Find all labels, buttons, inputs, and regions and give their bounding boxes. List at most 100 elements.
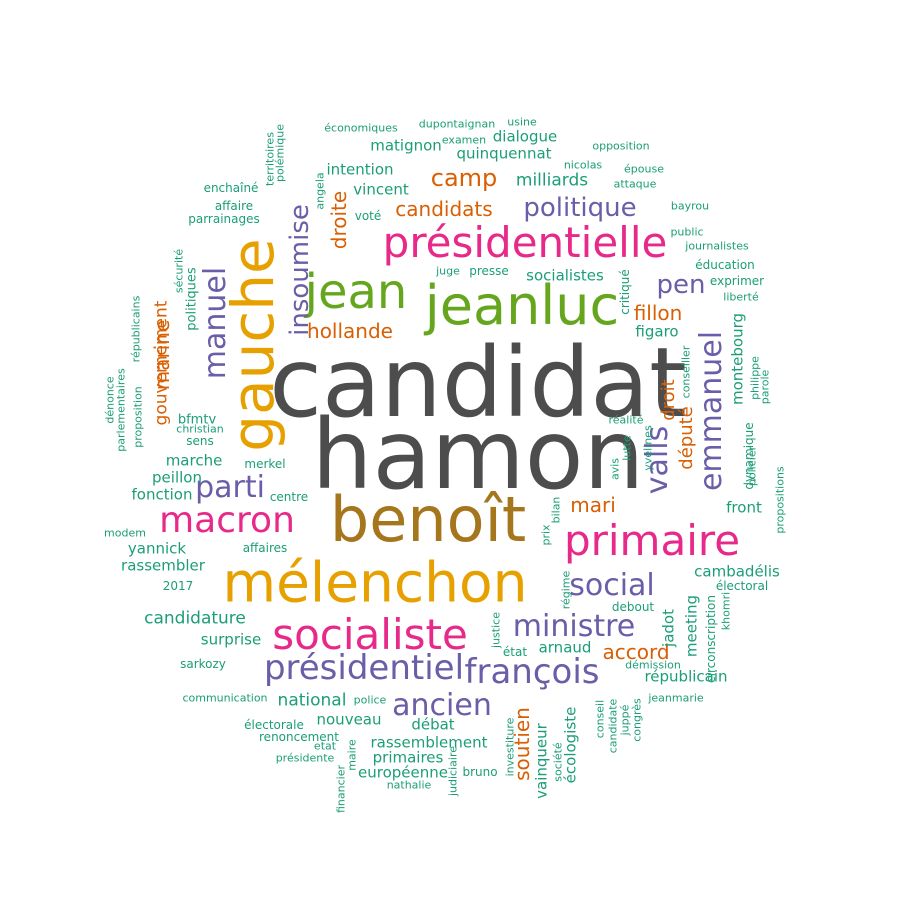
word-presidente: présidente <box>275 751 335 765</box>
word-jean: jean <box>304 264 408 320</box>
word-presse: presse <box>469 264 509 278</box>
word-etat: etat <box>313 739 337 753</box>
word-angela: angela <box>313 172 327 210</box>
word-justice: justice <box>489 612 503 648</box>
word-societe: société <box>551 742 565 782</box>
word-avis: avis <box>608 457 622 481</box>
word-meeting: meeting <box>682 594 701 658</box>
word-epouse: épouse <box>624 162 664 176</box>
word-socialiste: socialiste <box>272 610 468 659</box>
word-ancien: ancien <box>392 688 492 723</box>
word-camp: camp <box>430 164 498 192</box>
word-debout: debout <box>611 600 655 614</box>
word-journalistes: journalistes <box>685 239 749 253</box>
word-lutte: lutte <box>620 435 634 461</box>
word-dialogue: dialogue <box>492 127 558 146</box>
word-benoit: benoît <box>329 483 527 556</box>
word-accord: accord <box>602 640 670 664</box>
word-bfmtv: bfmtv <box>177 412 217 428</box>
word-surprise: surprise <box>200 630 262 649</box>
word-figaro: figaro <box>635 322 679 341</box>
word-congres: congrès <box>630 698 644 742</box>
word-fillon: fillon <box>633 301 683 325</box>
word-depute: député <box>676 406 697 470</box>
word-francois: françois <box>464 652 600 692</box>
word-affaires: affaires <box>242 541 288 555</box>
word-rassembler: rassembler <box>121 556 205 575</box>
word-pen: pen <box>656 270 706 300</box>
word-demission: démission <box>625 658 681 672</box>
word-hollande: hollande <box>307 319 393 343</box>
word-electoral: électoral <box>715 579 769 593</box>
word-juge: juge <box>436 264 460 278</box>
word-centre: centre <box>269 490 309 504</box>
word-sens: sens <box>186 434 214 448</box>
word-examen: examen <box>441 133 487 147</box>
word-milliards: milliards <box>515 170 589 191</box>
word-ecologiste: écologiste <box>561 706 580 784</box>
word-realite: réalité <box>608 413 644 427</box>
word-critique: critiqué <box>618 269 632 315</box>
word-conseil: conseil <box>593 699 607 739</box>
word-nouveau: nouveau <box>316 710 382 729</box>
word-police: police <box>353 693 387 707</box>
word-propositions: propositions <box>773 466 787 534</box>
word-investiture: investiture <box>503 717 517 777</box>
word-education: éducation <box>695 258 755 272</box>
word-vote: voté <box>354 209 382 223</box>
word-national: national <box>277 690 347 711</box>
word-fonction: fonction <box>131 485 193 504</box>
word-arnaud: arnaud <box>538 638 592 657</box>
word-securite: sécurité <box>172 248 186 294</box>
word-parrainages: parrainages <box>188 212 260 226</box>
word-khomri: khomri <box>719 591 733 631</box>
word-social: social <box>569 568 655 603</box>
word-vainqueur: vainqueur <box>532 723 551 799</box>
word-socialistes: socialistes <box>526 266 604 285</box>
word-jadot: jadot <box>659 609 678 647</box>
word-conseiller: conseiller <box>679 345 693 399</box>
word-jeanmarie: jeanmarie <box>648 691 704 705</box>
word-melenchon: mélenchon <box>222 550 528 615</box>
word-modem: modem <box>104 526 146 540</box>
word-usine: usine <box>507 115 537 129</box>
word-juppe: juppé <box>618 704 632 736</box>
word-mari: mari <box>570 493 616 517</box>
word-polemique: polémique <box>273 123 287 183</box>
word-yannick: yannick <box>127 539 187 558</box>
word-candidat: candidat <box>269 327 687 439</box>
word-primaire: primaire <box>563 516 741 565</box>
word-2017: 2017 <box>162 579 194 593</box>
word-candidate: candidate <box>606 698 620 754</box>
word-insoumise: insoumise <box>285 204 315 336</box>
word-macron: macron <box>159 500 295 541</box>
word-policier: policier <box>745 445 759 487</box>
word-manuel: manuel <box>198 266 233 380</box>
word-parlementaires: parlementaires <box>114 368 128 452</box>
word-yvelines: yvelines <box>641 425 655 471</box>
word-opposition: opposition <box>592 139 650 153</box>
word-presidentielle: présidentielle <box>382 218 668 267</box>
word-jeanluc: jeanluc <box>424 274 620 337</box>
word-republicain: républicain <box>644 667 728 686</box>
word-rassemblement: rassemblement <box>370 733 488 752</box>
word-matignon: matignon <box>370 136 442 155</box>
word-droite: droite <box>327 190 351 250</box>
word-parole: parole <box>758 369 772 405</box>
word-nicolas: nicolas <box>563 158 603 172</box>
word-front: front <box>726 498 762 517</box>
word-enchaine: enchaîné <box>203 181 259 195</box>
word-sarkozy: sarkozy <box>180 657 226 671</box>
word-economiques: économiques <box>324 121 398 135</box>
word-financier: financier <box>334 764 348 814</box>
word-hamon: hamon <box>311 399 645 511</box>
word-gouvernement: gouvernement <box>151 300 172 426</box>
word-politiques: politiques <box>184 267 200 331</box>
word-affaire: affaire <box>214 199 254 213</box>
word-communication: communication <box>182 691 268 705</box>
word-circonscription: circonscription <box>704 595 718 683</box>
word-bilan: bilan <box>549 496 563 524</box>
word-prix: prix <box>539 524 553 546</box>
word-dupontaignan: dupontaignan <box>418 117 496 131</box>
